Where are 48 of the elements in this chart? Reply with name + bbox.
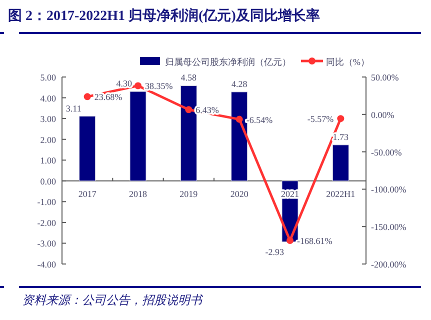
data-label: 3.11: [66, 103, 82, 114]
y2-tick-label: -150.00%: [371, 222, 407, 232]
y-tick-label: 1.00: [40, 156, 56, 166]
data-label: 4.28: [231, 78, 248, 89]
y-tick-label: -4.00: [37, 260, 56, 270]
bar: [130, 91, 146, 182]
x-tick-label: 2018: [129, 188, 148, 199]
y-tick-label: -1.00: [37, 197, 56, 208]
legend-label: 同比（%）: [326, 57, 370, 67]
point: [236, 116, 243, 123]
y-tick-label: 3.00: [40, 114, 56, 124]
y2-tick-label: -50.00%: [371, 147, 402, 158]
legend-item: 同比（%）: [301, 57, 370, 67]
point: [286, 237, 294, 244]
point: [134, 82, 142, 90]
data-label: 38.35%: [145, 81, 174, 92]
y2-tick-label: -200.00%: [371, 260, 407, 270]
data-label: 23.68%: [94, 92, 123, 102]
point: [185, 106, 192, 114]
text: 资料来源：公司公告，招股说明书: [22, 293, 204, 307]
data-label: -5.57%: [307, 114, 334, 124]
y-tick-label: 0.00: [40, 176, 56, 186]
y-tick-label: -2.00: [37, 218, 56, 228]
data-label: 1.73: [332, 132, 350, 142]
data-label: -2.93: [265, 246, 284, 257]
chart-title: 图 2：2017-2022H1 归母净利润(亿元)及同比增长率: [8, 7, 320, 24]
y2-tick-label: 50.00%: [371, 72, 400, 82]
bar: [180, 85, 197, 182]
x-tick-label: 2022H1: [326, 188, 356, 199]
data-label: 4.30: [116, 78, 132, 89]
data-label: -168.61%: [297, 236, 333, 246]
y-tick-label: 2.00: [40, 134, 56, 145]
y-tick-label: 5.00: [40, 72, 56, 82]
point: [337, 115, 344, 122]
y2-tick-label: -100.00%: [371, 184, 407, 195]
x-tick-label: 2017: [78, 188, 97, 199]
y-tick-label: -3.00: [37, 238, 56, 249]
data-label: 4.58: [180, 72, 198, 83]
x-tick-label: 2019: [180, 188, 198, 199]
bar: [231, 92, 248, 182]
x-tick-label: 2020: [230, 188, 249, 199]
legend-item: 归属母公司股东净利润（亿元）: [140, 57, 291, 67]
legend-label: 归属母公司股东净利润（亿元）: [165, 57, 291, 67]
y2-tick-label: 0.00%: [371, 110, 395, 120]
point: [84, 93, 91, 100]
y-tick-label: 4.00: [40, 93, 56, 104]
bar: [79, 116, 96, 182]
bar: [332, 144, 349, 182]
